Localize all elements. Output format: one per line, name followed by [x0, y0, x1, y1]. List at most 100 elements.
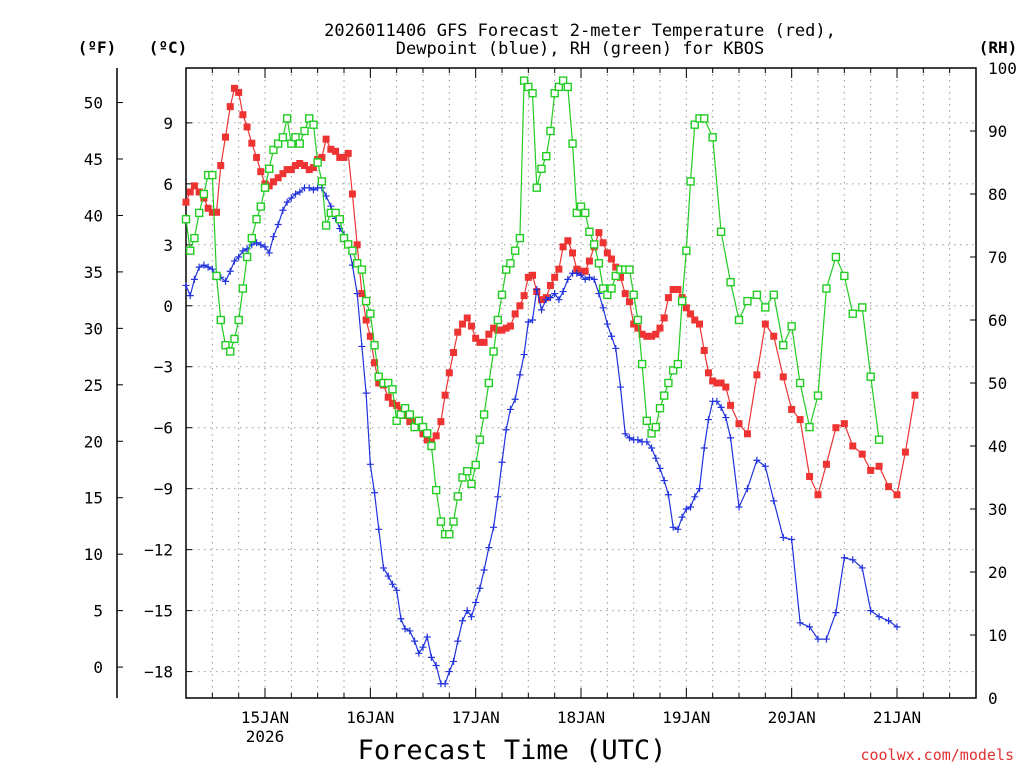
temperature-point	[432, 432, 440, 440]
temperature-point	[546, 281, 554, 289]
rh-point	[576, 202, 586, 211]
temperature-point	[814, 491, 822, 499]
rh-point	[295, 139, 304, 148]
dewpoint-point	[502, 426, 510, 434]
dewpoint-point	[595, 290, 603, 298]
x-axis-title: Forecast Time (UTC)	[358, 735, 667, 766]
dewpoint-point	[555, 296, 563, 304]
rh-point	[647, 429, 656, 438]
dewpoint-point	[401, 625, 409, 633]
dewpoint-point	[735, 503, 743, 511]
dewpoint-point	[559, 288, 567, 296]
temperature-point	[524, 273, 532, 281]
x-tick-label: 18JAN	[557, 708, 605, 727]
dewpoint-point	[432, 661, 440, 669]
temperature-point	[445, 369, 453, 377]
temperature-point	[634, 324, 642, 332]
dewpoint-point	[235, 253, 243, 261]
dewpoint-point	[634, 436, 642, 444]
rh-point	[256, 202, 265, 211]
dewpoint-point	[533, 286, 541, 294]
rh-point	[463, 467, 472, 476]
dewpoint-point	[362, 389, 370, 397]
rh-point	[532, 183, 541, 192]
temperature-point	[292, 162, 300, 170]
temperature-point	[195, 188, 203, 196]
rh-point	[305, 114, 314, 123]
rh-point	[230, 334, 239, 344]
rh-point	[226, 347, 235, 356]
temperature-point	[406, 418, 414, 426]
rh-point	[471, 460, 480, 470]
dewpoint-point	[327, 202, 335, 210]
rh-point	[374, 372, 383, 381]
rh-point	[405, 410, 415, 419]
rh-point	[752, 290, 762, 299]
data-series	[181, 76, 919, 688]
temperature-point	[454, 328, 462, 336]
rh-point	[190, 233, 199, 243]
dewpoint-point	[305, 184, 313, 192]
dewpoint-point	[893, 623, 901, 631]
temperature-point	[599, 239, 607, 247]
rh-point	[690, 120, 699, 129]
temperature-point	[569, 249, 577, 257]
rh-tick-label: 100	[988, 59, 1017, 78]
temperature-point	[371, 359, 379, 367]
dewpoint-point	[476, 584, 484, 592]
temperature-point	[612, 263, 620, 271]
dewpoint-point	[200, 261, 208, 269]
dewpoint-point	[353, 290, 361, 298]
dewpoint-point	[577, 271, 585, 279]
dewpoint-point	[248, 241, 256, 249]
dewpoint-point	[375, 525, 383, 533]
rh-point	[278, 133, 288, 142]
dewpoint-point	[529, 316, 537, 324]
temperature-point	[585, 257, 593, 265]
dewpoint-point	[490, 523, 498, 531]
celsius-tick-label: −15	[144, 602, 173, 621]
temperature-point	[603, 249, 611, 257]
rh-point	[357, 265, 367, 274]
rh-point	[436, 517, 446, 526]
dewpoint-point	[230, 257, 238, 265]
rh-point	[252, 214, 261, 224]
temperature-point	[691, 316, 699, 324]
temperature-point	[656, 324, 664, 332]
fahrenheit-tick-label: 10	[84, 545, 103, 564]
temperature-point	[735, 420, 743, 428]
rh-point	[216, 315, 225, 325]
rh-point	[848, 309, 857, 318]
rh-point	[572, 208, 581, 218]
temperature-point	[849, 442, 857, 450]
rh-point	[598, 284, 608, 293]
rh-point	[370, 341, 379, 350]
temperature-point	[529, 271, 537, 279]
rh-point	[682, 246, 691, 255]
rh-point	[700, 114, 709, 123]
rh-point	[414, 416, 423, 425]
temperature-point	[332, 147, 340, 155]
dewpoint-point	[599, 304, 607, 312]
dewpoint-point	[506, 405, 514, 413]
rh-point	[247, 233, 257, 243]
temperature-point	[911, 391, 919, 399]
rh-tick-label: 0	[988, 689, 998, 708]
rh-point	[611, 271, 620, 281]
temperature-point	[296, 160, 304, 168]
x-tick-sublabel: 2026	[246, 727, 285, 746]
dewpoint-point	[585, 273, 593, 281]
temperature-point	[348, 190, 356, 198]
temperature-point	[520, 292, 528, 300]
dewpoint-point	[415, 649, 423, 657]
rh-point	[282, 114, 292, 123]
rh-point	[484, 378, 494, 388]
dewpoint-point	[717, 403, 725, 411]
celsius-axis-label: (ºC)	[149, 38, 188, 57]
temperature-point	[704, 369, 712, 377]
rh-point	[392, 416, 401, 425]
temperature-point	[494, 326, 502, 334]
dewpoint-point	[423, 633, 431, 641]
rh-point	[537, 164, 546, 174]
temperature-point	[375, 379, 383, 387]
